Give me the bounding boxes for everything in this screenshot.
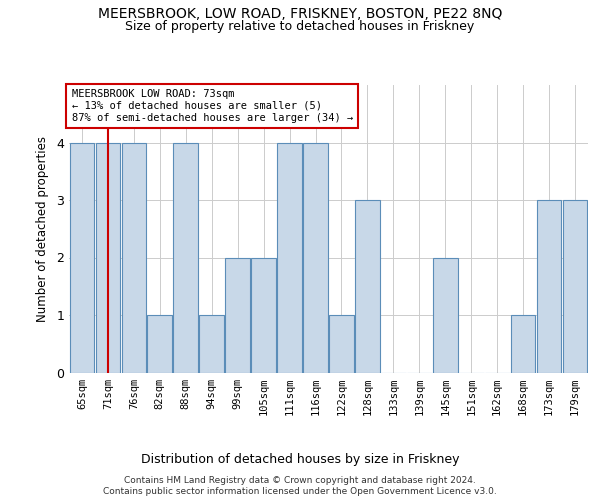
Bar <box>251 258 276 372</box>
Bar <box>122 142 146 372</box>
Bar <box>173 142 198 372</box>
Bar <box>199 315 224 372</box>
Text: Contains HM Land Registry data © Crown copyright and database right 2024.: Contains HM Land Registry data © Crown c… <box>124 476 476 485</box>
Bar <box>277 142 302 372</box>
Bar <box>226 258 250 372</box>
Bar <box>355 200 380 372</box>
Bar <box>95 142 120 372</box>
Bar <box>433 258 458 372</box>
Text: Contains public sector information licensed under the Open Government Licence v3: Contains public sector information licen… <box>103 487 497 496</box>
Bar <box>70 142 94 372</box>
Bar <box>511 315 535 372</box>
Bar <box>303 142 328 372</box>
Bar <box>148 315 172 372</box>
Text: Size of property relative to detached houses in Friskney: Size of property relative to detached ho… <box>125 20 475 33</box>
Text: Distribution of detached houses by size in Friskney: Distribution of detached houses by size … <box>141 452 459 466</box>
Text: MEERSBROOK LOW ROAD: 73sqm
← 13% of detached houses are smaller (5)
87% of semi-: MEERSBROOK LOW ROAD: 73sqm ← 13% of deta… <box>71 90 353 122</box>
Y-axis label: Number of detached properties: Number of detached properties <box>36 136 49 322</box>
Text: MEERSBROOK, LOW ROAD, FRISKNEY, BOSTON, PE22 8NQ: MEERSBROOK, LOW ROAD, FRISKNEY, BOSTON, … <box>98 8 502 22</box>
Bar <box>329 315 354 372</box>
Bar <box>537 200 562 372</box>
Bar <box>563 200 587 372</box>
